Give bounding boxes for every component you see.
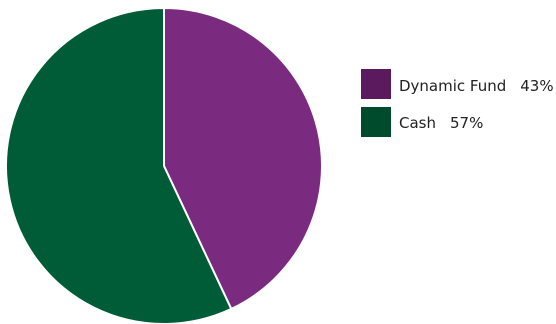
legend-item-cash: Cash 57% [361, 107, 483, 137]
legend: Dynamic Fund 43% Cash 57% [361, 69, 554, 137]
legend-label-dynamic-fund: Dynamic Fund 43% [399, 77, 554, 95]
pie-slice-dynamic-fund [163, 7, 323, 310]
legend-item-dynamic-fund: Dynamic Fund 43% [361, 69, 554, 99]
legend-swatch-cash [361, 107, 391, 137]
legend-label-cash: Cash 57% [399, 114, 483, 132]
legend-swatch-dynamic-fund [361, 69, 391, 99]
pie-slices [5, 7, 323, 324]
